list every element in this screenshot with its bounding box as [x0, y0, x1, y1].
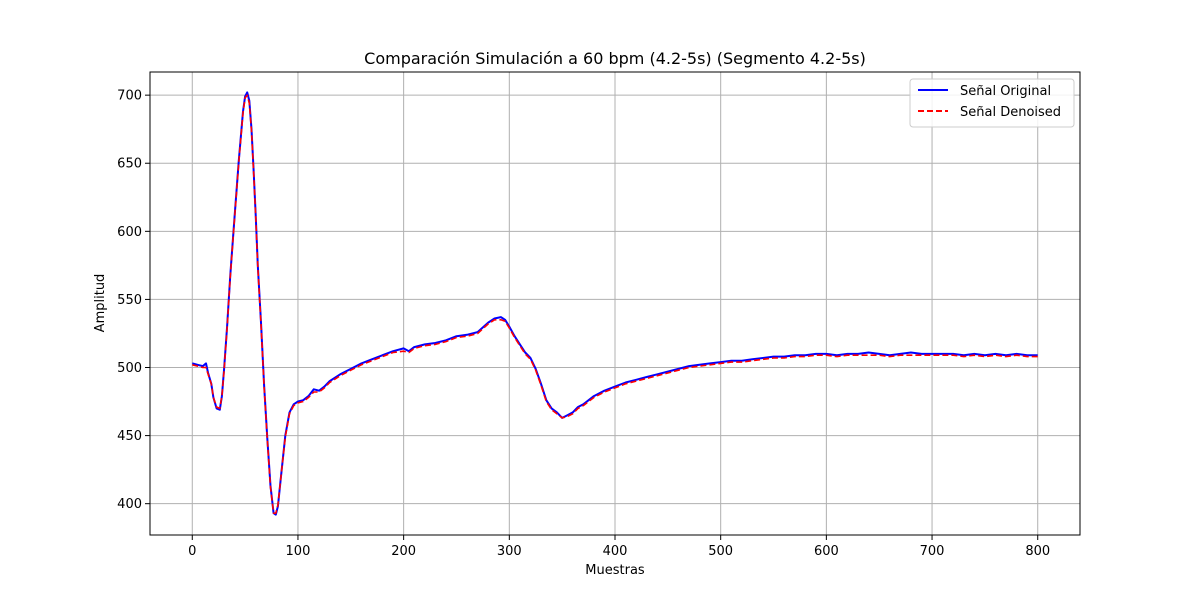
- x-tick-label: 0: [188, 544, 196, 559]
- y-tick-label: 650: [117, 157, 142, 172]
- series-line-denoised: [192, 94, 1038, 515]
- y-tick-label: 400: [117, 497, 142, 512]
- legend-box: [909, 78, 1075, 128]
- y-axis-ticks: 400 450 500 550 600 650 700: [117, 89, 150, 512]
- x-axis-ticks: 0 100 200 300 400 500 600 700 800: [188, 535, 1050, 559]
- legend-label-denoised: Señal Denoised: [960, 105, 1061, 120]
- x-tick-label: 600: [814, 544, 839, 559]
- x-tick-label: 800: [1025, 544, 1050, 559]
- y-tick-label: 700: [117, 89, 142, 104]
- series-lines: [192, 91, 1038, 516]
- grid: [150, 72, 1080, 535]
- x-tick-label: 400: [603, 544, 628, 559]
- x-tick-label: 500: [708, 544, 733, 559]
- x-tick-label: 100: [286, 544, 311, 559]
- y-tick-label: 600: [117, 225, 142, 240]
- legend-label-original: Señal Original: [960, 84, 1051, 99]
- y-axis-label: Amplitud: [93, 274, 108, 333]
- y-tick-label: 450: [117, 429, 142, 444]
- legend: Señal Original Señal Denoised: [909, 78, 1075, 128]
- x-tick-label: 200: [391, 544, 416, 559]
- y-tick-label: 500: [117, 361, 142, 376]
- chart-title: Comparación Simulación a 60 bpm (4.2-5s)…: [364, 49, 866, 68]
- y-tick-label: 550: [117, 293, 142, 308]
- x-axis-label: Muestras: [585, 563, 645, 578]
- x-tick-label: 300: [497, 544, 522, 559]
- x-tick-label: 700: [920, 544, 945, 559]
